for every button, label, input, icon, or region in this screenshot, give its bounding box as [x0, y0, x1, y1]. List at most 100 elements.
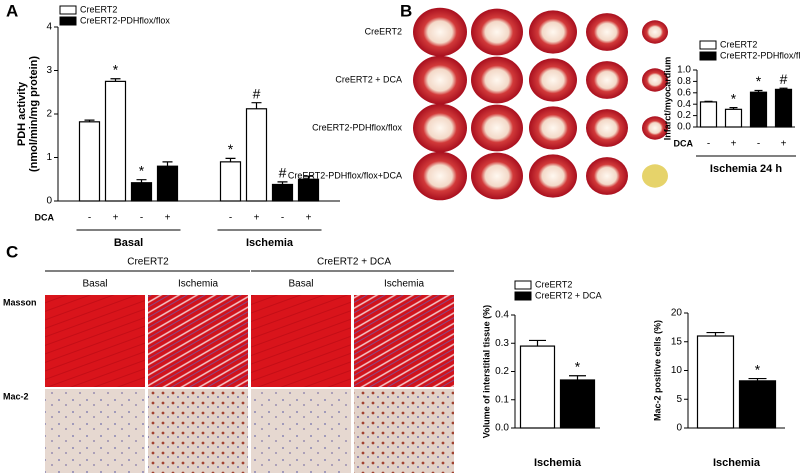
row-label: Mac-2	[3, 391, 29, 401]
legend-label: CreERT2 + DCA	[535, 290, 602, 300]
column-subheader: Ischemia	[384, 279, 424, 290]
y-tick-label: 20	[671, 308, 683, 319]
legend-swatch	[59, 5, 77, 15]
y-tick-label: 0.6	[677, 87, 691, 98]
heart-image	[413, 103, 467, 153]
bar	[699, 101, 718, 128]
error-bar	[779, 87, 788, 90]
y-tick-label: 0.0	[677, 122, 691, 133]
legend-label: CreERT2	[720, 39, 757, 49]
y-tick-label: 0.2	[495, 366, 509, 377]
heart-image	[529, 154, 577, 198]
bar	[104, 80, 127, 202]
error-bar	[225, 157, 236, 162]
row-label: CreERT2-PDHflox/flox+DCA	[288, 170, 402, 180]
y-tick-label: 5	[676, 394, 682, 405]
column-header: CreERT2 + DCA	[317, 257, 391, 268]
significance-mark: #	[279, 165, 287, 181]
y-tick-label: 10	[671, 365, 683, 376]
error-bar	[84, 119, 95, 122]
heart-image	[413, 55, 467, 105]
heart-image	[471, 152, 523, 200]
legend-label: CreERT2	[80, 4, 117, 14]
bar	[738, 380, 777, 429]
column-subheader: Basal	[82, 279, 107, 290]
bar	[297, 178, 320, 202]
micrograph	[45, 295, 145, 387]
error-bar	[569, 375, 586, 380]
significance-mark: *	[731, 90, 737, 106]
y-tick-label: 3	[46, 65, 52, 76]
chart: 0 5 10 15 20 Mac-2 positive cells (%) Ischemia…	[652, 308, 785, 469]
error-bar	[704, 100, 713, 102]
heart-image	[471, 56, 523, 104]
y-tick-label: 0.1	[495, 394, 509, 405]
micrograph	[251, 389, 351, 473]
bar	[156, 165, 179, 202]
heart-image	[471, 8, 523, 56]
heart-image	[586, 61, 628, 99]
y-tick-label: 0.4	[495, 310, 509, 321]
y-axis-label: PDH activity	[16, 81, 28, 146]
column-subheader: Ischemia	[178, 279, 218, 290]
legend-swatch	[59, 16, 77, 26]
error-bar	[748, 377, 767, 381]
dca-label: DCA	[35, 212, 55, 222]
bar	[519, 345, 556, 429]
micrograph	[148, 295, 248, 387]
legend-label: CreERT2-PDHflox/flox	[720, 50, 800, 60]
micrograph	[354, 389, 454, 473]
legend-swatch	[514, 280, 532, 290]
error-bar	[529, 339, 546, 347]
column-header: CreERT2	[127, 257, 169, 268]
column-subheader: Basal	[288, 279, 313, 290]
error-bar	[754, 89, 763, 93]
significance-mark: *	[139, 162, 145, 178]
heart-image	[471, 104, 523, 152]
heart-image	[413, 7, 467, 57]
dca-sign: +	[781, 139, 787, 150]
micrograph	[148, 389, 248, 473]
legend-label: CreERT2	[535, 279, 572, 289]
row-label: Masson	[3, 297, 37, 307]
heart-image	[642, 164, 668, 188]
group-label: Basal	[114, 237, 143, 249]
chart: 0 1 2 3 4 PDH activity (nmol/min/mg protein) DC…	[16, 4, 340, 249]
chart: 0.0 0.1 0.2 0.3 0.4 Volume of interstitial ti…	[481, 279, 601, 469]
row-label: CreERT2	[365, 26, 402, 36]
heart-image	[586, 157, 628, 195]
heart-image	[586, 109, 628, 147]
significance-mark: #	[253, 85, 261, 101]
legend-label: CreERT2-PDHflox/flox	[80, 15, 170, 25]
heart-image	[642, 20, 668, 44]
bar	[559, 379, 596, 429]
dca-sign: +	[165, 213, 171, 224]
significance-mark: *	[756, 73, 762, 89]
legend-swatch	[699, 40, 717, 50]
dca-sign: +	[254, 213, 260, 224]
heart-image	[642, 68, 668, 92]
error-bar	[251, 102, 262, 109]
y-tick-label: 0.8	[677, 76, 691, 87]
error-bar	[303, 175, 314, 180]
y-axis-label: Infarct/myocardium	[662, 57, 672, 141]
y-tick-label: 0	[46, 196, 52, 207]
row-label: CreERT2 + DCA	[335, 74, 402, 84]
significance-mark: #	[780, 71, 788, 87]
error-bar	[729, 107, 738, 110]
group-label: Ischemia	[246, 237, 294, 249]
error-bar	[706, 331, 725, 336]
heart-image	[529, 10, 577, 54]
dca-sign: +	[113, 213, 119, 224]
dca-sign: -	[281, 213, 284, 224]
group-label: Ischemia	[534, 457, 582, 469]
y-tick-label: 0.3	[495, 338, 509, 349]
y-tick-label: 15	[671, 336, 683, 347]
bar	[696, 335, 735, 429]
y-tick-label: 2	[46, 109, 52, 120]
y-tick-label: 0.2	[677, 110, 691, 121]
group-label: Ischemia	[713, 457, 761, 469]
panel-label: A	[6, 1, 18, 20]
